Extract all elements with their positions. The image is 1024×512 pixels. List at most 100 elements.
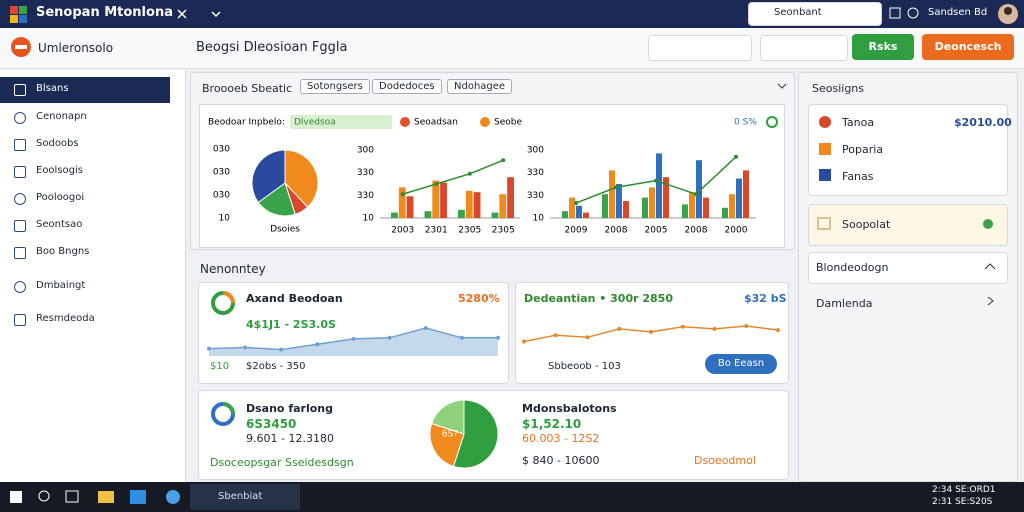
taskbar-icons (10, 490, 180, 504)
tab[interactable]: Ndohagee (447, 79, 513, 94)
view-controls[interactable] (760, 35, 848, 61)
list-icons (819, 116, 831, 181)
point (744, 323, 749, 328)
x-label: 2008 (605, 226, 628, 236)
legend-item: Seoadsan (414, 118, 458, 128)
point (649, 329, 653, 334)
panel-title: Seosiigns (812, 82, 865, 95)
tab[interactable]: Dodedoces (372, 79, 442, 94)
nav-icon (14, 193, 26, 205)
nav-item[interactable]: Blsans (36, 83, 69, 94)
sidebar (0, 70, 186, 482)
bar (609, 170, 615, 218)
bar (569, 197, 575, 218)
percent: 0 S% (734, 118, 757, 128)
trend-point (654, 178, 658, 183)
search-text: Seonbant (774, 7, 822, 18)
point (387, 335, 392, 340)
x-label: 2005 (645, 226, 668, 236)
pie-label: 6S? (442, 430, 458, 440)
chevrons[interactable] (982, 258, 1002, 308)
axis-label: 330 (527, 191, 544, 201)
nav-icon (14, 220, 26, 232)
trend-point (434, 182, 439, 186)
accordion[interactable] (808, 252, 1008, 284)
point (776, 328, 780, 333)
nav-item[interactable]: Pooloogoi (36, 192, 85, 203)
bar (682, 204, 688, 218)
bar (398, 187, 406, 218)
date: 2:31 SE:S20S (932, 497, 993, 507)
bar (391, 212, 398, 218)
axis-label: 030 (213, 168, 230, 178)
button[interactable]: Deoncesch (922, 34, 1014, 60)
sidebar-selected (0, 77, 170, 103)
status-icon (766, 116, 778, 128)
nav-item[interactable]: Boo Bngns (36, 246, 90, 257)
top-icons (889, 4, 1018, 24)
bar (623, 201, 629, 218)
bar (743, 170, 749, 218)
bar (616, 184, 622, 218)
line-chart (522, 323, 780, 344)
bar (602, 194, 608, 218)
notice-text: Soopolat (842, 218, 891, 231)
axis-label: 030 (213, 191, 230, 201)
card-range: 9.601 - 12.3180 (246, 432, 334, 445)
overview-charts: Beodoar Inpbelo: Dlvedsoa Seoadsan Seobe… (208, 115, 778, 236)
search-box[interactable] (748, 2, 882, 26)
button[interactable]: Rsks (852, 34, 914, 60)
nav-item[interactable]: Dmbaingt (36, 280, 86, 291)
nav-icon (14, 84, 26, 96)
axis-label: 300 (357, 146, 374, 156)
panel-title: Broooeb Sbeatic (202, 82, 293, 95)
nav-item[interactable]: Resmdeoda (36, 313, 95, 324)
bar (656, 153, 662, 218)
nav-item[interactable]: Eoolsogis (36, 165, 83, 176)
tab[interactable]: Sotongsers (300, 79, 370, 94)
accordion-title: Damlenda (816, 297, 873, 310)
card-footer: $2obs - 350 (246, 361, 306, 372)
pie-slice (284, 149, 319, 208)
bar (663, 177, 669, 218)
point (522, 339, 526, 344)
axis-label: 330 (357, 191, 374, 201)
trend-point (574, 201, 578, 206)
nav-item[interactable]: Seontsao (36, 219, 83, 230)
point (680, 324, 685, 329)
point (459, 335, 464, 340)
nav-item[interactable]: Sodoobs (36, 138, 79, 149)
card-range: $ 840 - 10600 (522, 454, 600, 467)
x-label: 2301 (425, 226, 448, 236)
point (712, 326, 717, 331)
point (585, 335, 590, 340)
list-label: Tanoa (842, 116, 875, 129)
card-name: Dedeantian • 300r 2850 (524, 292, 673, 305)
x-label: 2305 (492, 226, 515, 236)
bar (583, 212, 589, 218)
nav-icon (14, 314, 26, 326)
point (243, 345, 248, 350)
filter-input[interactable] (648, 35, 752, 61)
bar (689, 192, 695, 218)
section-title: Nenonntey (200, 262, 266, 276)
bar (440, 182, 447, 218)
nav-icon (14, 112, 26, 124)
user-name: Sandsen Bd (928, 7, 988, 18)
nav-item[interactable]: Cenonapn (36, 111, 87, 122)
collapse[interactable] (776, 80, 788, 92)
x-label: 2009 (565, 226, 588, 236)
area (209, 328, 498, 356)
notice[interactable] (808, 204, 1008, 246)
tag: Dsoceopsgar (210, 456, 282, 469)
taskbar-app[interactable] (190, 484, 300, 510)
card-range: 4$1J1 - 2S3.0S (246, 318, 336, 331)
tab-controls[interactable] (174, 6, 234, 22)
axis-label: 330 (357, 168, 374, 178)
point (207, 346, 211, 351)
button[interactable]: Bo Eeasn (705, 354, 777, 374)
pie-slice (452, 399, 499, 469)
bar (465, 190, 473, 218)
app-name: Umleronsolo (38, 41, 114, 55)
